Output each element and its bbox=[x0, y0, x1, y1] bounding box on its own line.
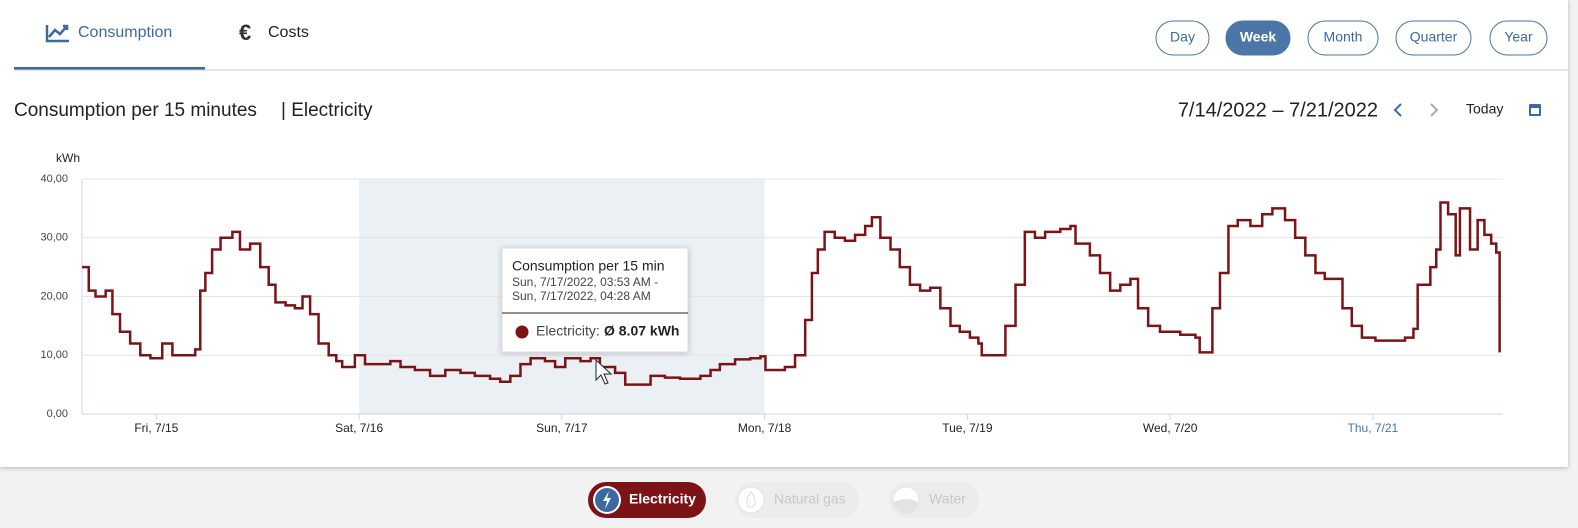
y-axis-label: kWh bbox=[56, 151, 80, 165]
period-buttons: Day Week Month Quarter Year bbox=[1155, 20, 1548, 56]
bolt-icon bbox=[603, 491, 611, 509]
heading-title: Consumption per 15 minutes bbox=[14, 100, 257, 121]
tab-consumption[interactable]: Consumption bbox=[45, 24, 172, 43]
tab-costs[interactable]: € Costs bbox=[239, 20, 309, 45]
media-electricity[interactable]: Electricity bbox=[588, 482, 706, 518]
prev-button[interactable] bbox=[1393, 103, 1402, 117]
euro-icon: € bbox=[239, 20, 251, 45]
water-icon bbox=[894, 499, 918, 514]
y-tick-label: 40,00 bbox=[40, 173, 68, 185]
tooltip-value: Ø 8.07 kWh bbox=[604, 323, 679, 339]
tab-label: Costs bbox=[268, 24, 309, 41]
period-button[interactable]: Week bbox=[1225, 20, 1291, 56]
date-range: 7/14/2022 – 7/21/2022 bbox=[1178, 99, 1378, 121]
pill-label: Electricity bbox=[629, 491, 696, 507]
period-button[interactable]: Quarter bbox=[1395, 20, 1472, 56]
media-water[interactable]: Water bbox=[889, 482, 979, 518]
button-label: Month bbox=[1324, 29, 1363, 45]
button-bg bbox=[1155, 20, 1210, 56]
button-label: Year bbox=[1504, 29, 1533, 45]
tooltip-series: Electricity: bbox=[536, 323, 600, 339]
button-label: Day bbox=[1170, 29, 1195, 45]
period-button[interactable]: Month bbox=[1307, 20, 1379, 56]
pill-label: Natural gas bbox=[774, 491, 846, 507]
consumption-line bbox=[82, 201, 1501, 386]
button-bg bbox=[1225, 20, 1291, 56]
pill-icon bbox=[737, 486, 765, 514]
x-tick-label: Sat, 7/16 bbox=[335, 421, 383, 435]
today-button[interactable]: Today bbox=[1466, 101, 1503, 117]
y-tick-label: 0,00 bbox=[47, 408, 68, 420]
media-gas[interactable]: Natural gas bbox=[735, 482, 859, 518]
x-tick-label: Thu, 7/21 bbox=[1348, 421, 1399, 435]
period-button[interactable]: Year bbox=[1489, 20, 1548, 56]
flame-icon bbox=[746, 491, 756, 508]
next-button[interactable] bbox=[1430, 103, 1439, 117]
button-label: Quarter bbox=[1410, 29, 1458, 45]
y-tick-label: 20,00 bbox=[40, 290, 68, 302]
tab-underline bbox=[14, 67, 205, 70]
period-button[interactable]: Day bbox=[1155, 20, 1210, 56]
button-bg bbox=[1395, 20, 1472, 56]
chart-icon bbox=[45, 24, 69, 43]
tab-label: Consumption bbox=[78, 24, 172, 41]
tooltip: Consumption per 15 min Sun, 7/17/2022, 0… bbox=[501, 247, 689, 353]
heading-medium: | Electricity bbox=[281, 100, 373, 121]
y-tick-label: 30,00 bbox=[40, 232, 68, 244]
x-tick-label: Mon, 7/18 bbox=[738, 421, 792, 435]
tooltip-box bbox=[501, 247, 689, 353]
x-tick-label: Fri, 7/15 bbox=[134, 421, 178, 435]
button-bg bbox=[1307, 20, 1379, 56]
tooltip-title: Consumption per 15 min bbox=[512, 258, 665, 274]
x-tick-label: Sun, 7/17 bbox=[536, 421, 588, 435]
pill bbox=[735, 482, 859, 518]
calendar-icon-inner bbox=[1531, 108, 1539, 114]
button-label: Week bbox=[1240, 29, 1277, 45]
button-bg bbox=[1489, 20, 1548, 56]
tooltip-range: Sun, 7/17/2022, 04:28 AM bbox=[512, 289, 651, 303]
card bbox=[0, 0, 1568, 467]
pill-label: Water bbox=[929, 491, 966, 507]
calendar-button[interactable] bbox=[1529, 104, 1541, 116]
y-tick-label: 10,00 bbox=[40, 349, 68, 361]
cursor bbox=[595, 358, 613, 385]
x-tick-label: Wed, 7/20 bbox=[1143, 421, 1198, 435]
tooltip-range: Sun, 7/17/2022, 03:53 AM - bbox=[512, 275, 658, 289]
x-tick-label: Tue, 7/19 bbox=[942, 421, 993, 435]
tooltip-marker bbox=[515, 325, 529, 339]
